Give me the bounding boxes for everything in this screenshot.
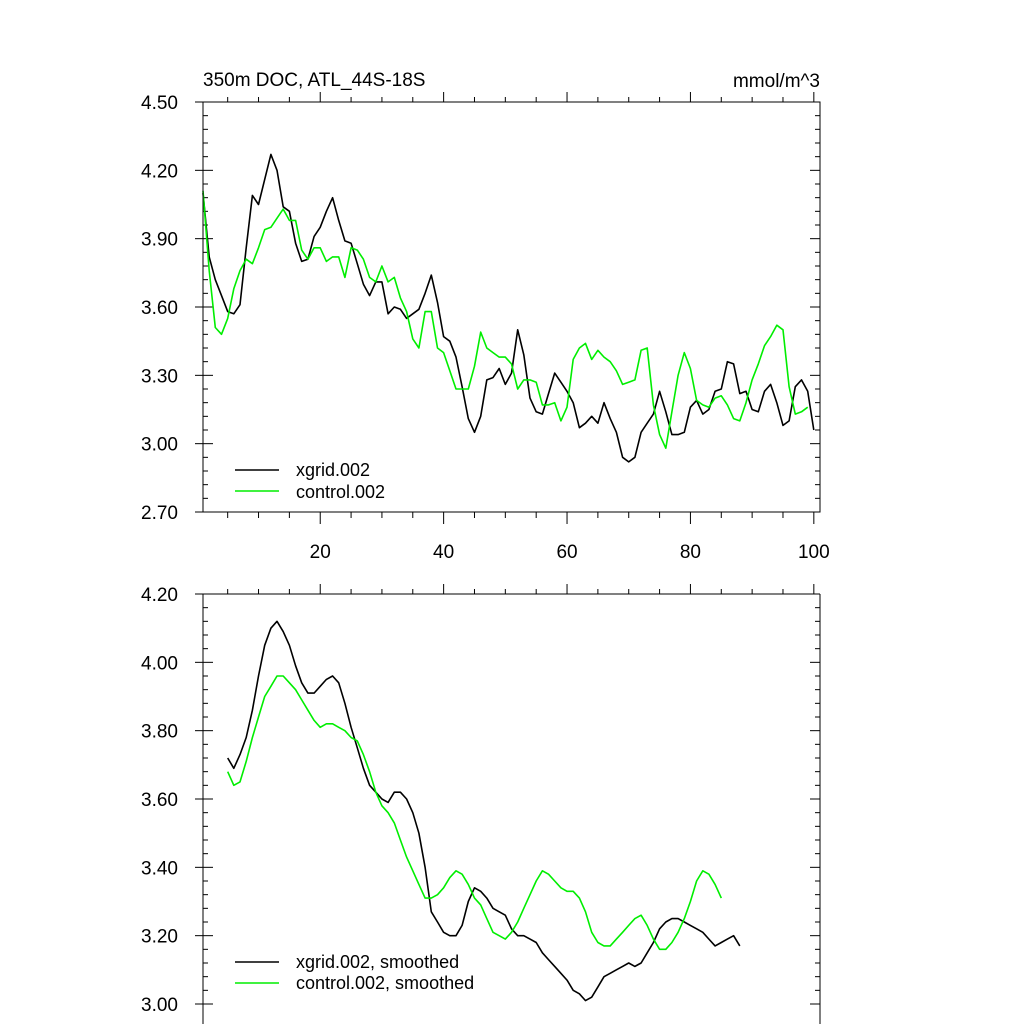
y-tick-label: 4.50 xyxy=(141,93,178,114)
series-line-xgrid-002-smoothed xyxy=(227,620,741,1002)
legend-label-control-smoothed: control.002, smoothed xyxy=(296,973,474,993)
chart-units: mmol/m^3 xyxy=(733,71,820,92)
y-tick-label: 3.40 xyxy=(141,858,178,879)
top-x-tick-labels: 20 40 60 80 100 xyxy=(310,542,830,563)
y-tick-label: 3.90 xyxy=(141,230,178,251)
y-tick-label: 3.60 xyxy=(141,790,178,811)
y-tick-label: 3.00 xyxy=(141,435,178,456)
y-tick-label: 2.70 xyxy=(141,503,178,524)
x-tick-label: 20 xyxy=(310,542,331,563)
top-series-lines xyxy=(202,153,815,463)
bottom-y-tick-labels: 3.00 3.20 3.40 3.60 3.80 4.00 4.20 xyxy=(141,585,178,1016)
x-tick-label: 40 xyxy=(433,542,454,563)
legend-label-xgrid: xgrid.002 xyxy=(296,460,370,480)
bottom-series-lines xyxy=(226,620,741,1002)
y-tick-label: 3.80 xyxy=(141,722,178,743)
series-line-xgrid-002 xyxy=(202,153,815,463)
legend-label-xgrid-smoothed: xgrid.002, smoothed xyxy=(296,952,459,972)
bottom-chart-panel: 3.00 3.20 3.40 3.60 3.80 4.00 4.20 xgrid.002, … xyxy=(141,584,821,1024)
y-tick-label: 4.20 xyxy=(141,161,178,182)
top-chart-panel: 350m DOC, ATL_44S-18S mmol/m^3 2.70 3.00 3… xyxy=(141,70,830,563)
y-tick-label: 3.30 xyxy=(141,366,178,387)
series-line-control-002-smoothed xyxy=(226,675,723,951)
bottom-axes-ticks xyxy=(195,584,820,1005)
top-legend: xgrid.002 control.002 xyxy=(235,460,385,502)
bottom-legend: xgrid.002, smoothed control.002, smoothe… xyxy=(235,952,474,993)
x-tick-label: 60 xyxy=(556,542,577,563)
x-tick-label: 100 xyxy=(798,542,830,563)
series-line-control-002 xyxy=(202,190,809,450)
y-tick-label: 3.20 xyxy=(141,927,178,948)
y-tick-label: 4.00 xyxy=(141,653,178,674)
chart-title: 350m DOC, ATL_44S-18S xyxy=(203,70,425,91)
x-tick-label: 80 xyxy=(680,542,701,563)
legend-label-control: control.002 xyxy=(296,482,385,502)
y-tick-label: 4.20 xyxy=(141,585,178,606)
y-tick-label: 3.60 xyxy=(141,298,178,319)
top-axes-ticks xyxy=(195,92,820,524)
top-y-tick-labels: 2.70 3.00 3.30 3.60 3.90 4.20 4.50 xyxy=(141,93,178,524)
y-tick-label: 3.00 xyxy=(141,995,178,1016)
top-plot-frame xyxy=(202,101,821,513)
